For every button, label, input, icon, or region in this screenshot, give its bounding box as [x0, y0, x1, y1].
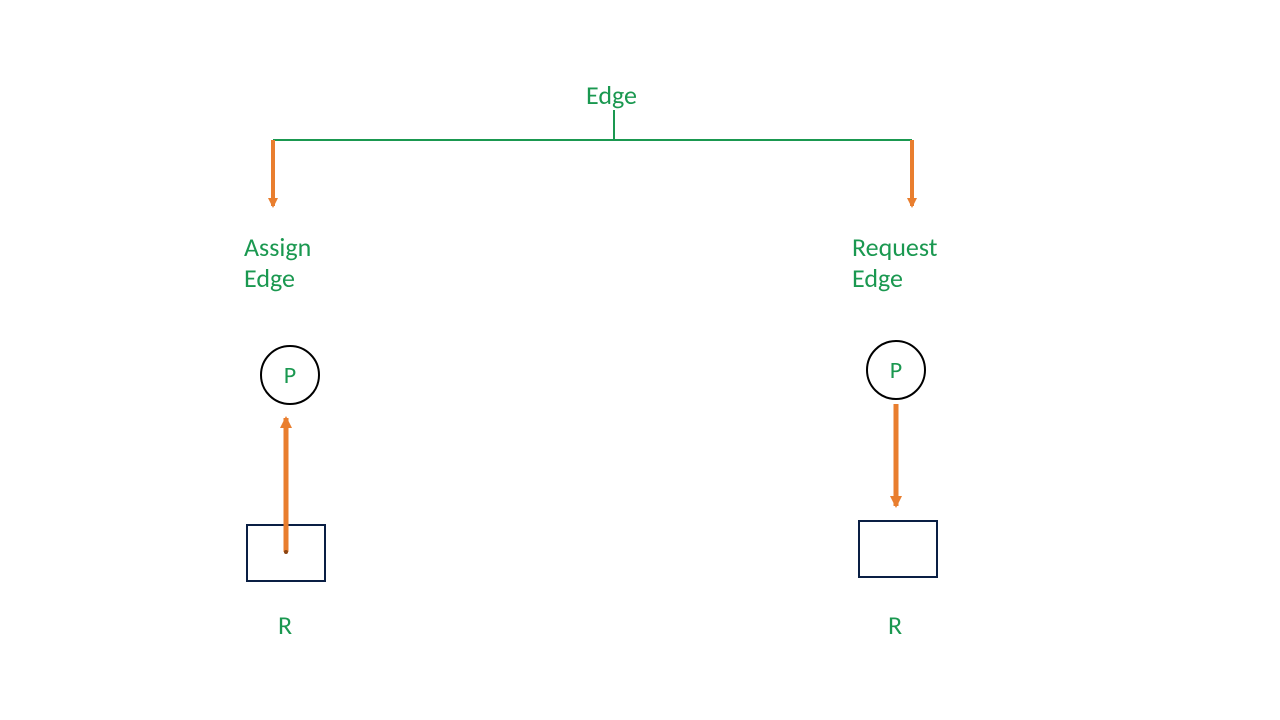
right-p-label: P: [890, 356, 902, 385]
right-resource-node: [858, 520, 938, 578]
right-r-label: R: [888, 610, 902, 641]
request-line1: Request: [852, 231, 937, 263]
left-r-label: R: [278, 610, 292, 641]
left-resource-node: [246, 524, 326, 582]
assign-edge-label: Assign Edge: [244, 232, 311, 294]
request-edge-label: Request Edge: [852, 232, 937, 294]
request-line2: Edge: [852, 262, 903, 294]
right-process-node: P: [866, 340, 926, 400]
assign-line1: Assign: [244, 231, 311, 263]
left-process-node: P: [260, 345, 320, 405]
edge-diagram: Edge Assign Edge Request Edge P P R R: [0, 0, 1280, 720]
left-p-label: P: [284, 361, 296, 390]
assign-line2: Edge: [244, 262, 295, 294]
root-label: Edge: [586, 80, 637, 111]
diagram-edges: [0, 0, 1280, 720]
